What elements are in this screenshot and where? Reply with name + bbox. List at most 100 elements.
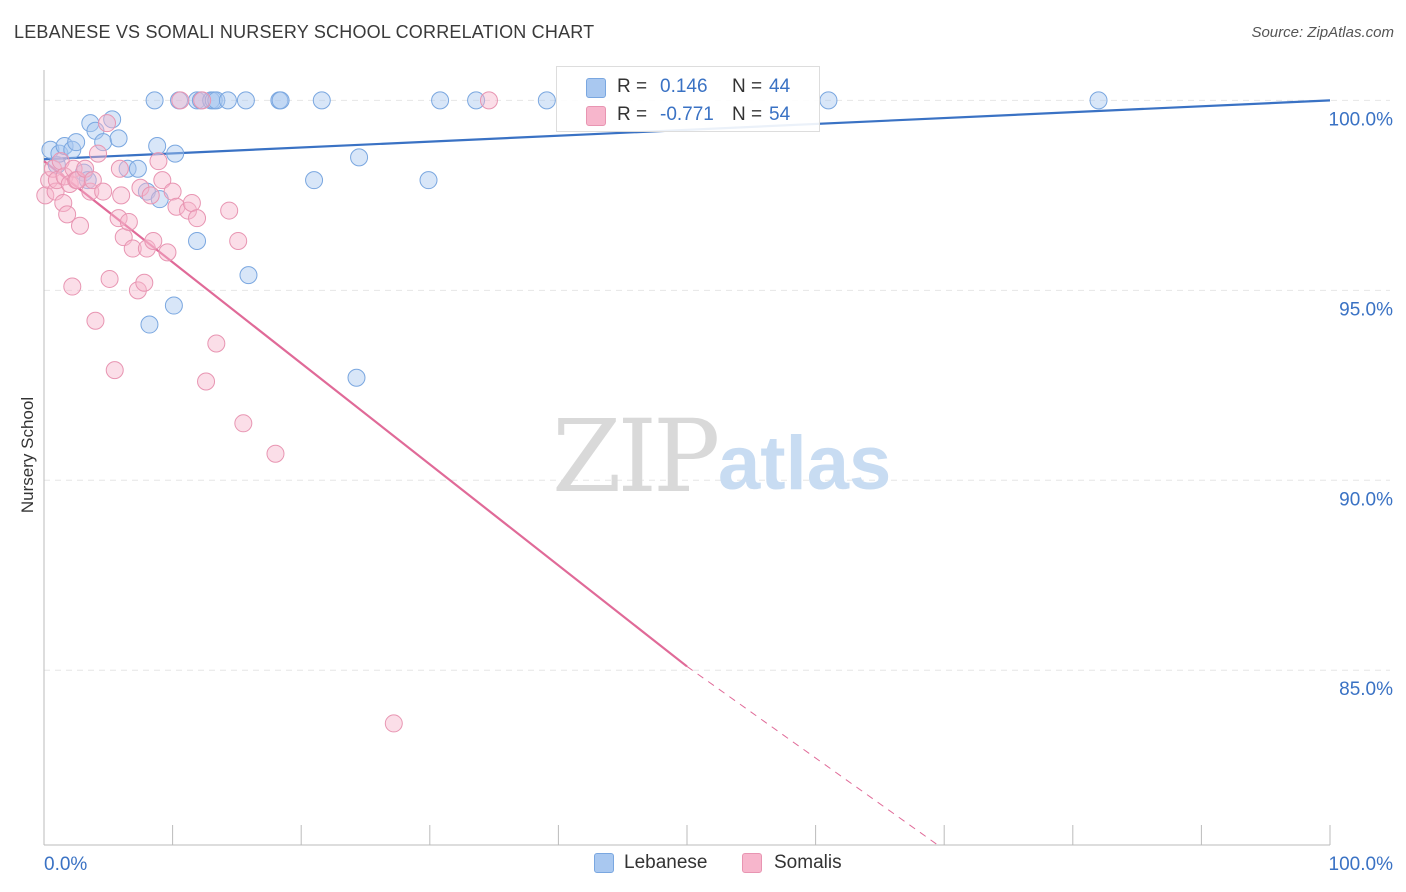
- lebanese-point: [350, 148, 369, 167]
- x-tick-label: 100.0%: [1329, 854, 1394, 875]
- somalis-point: [266, 444, 285, 463]
- somalis-point: [182, 193, 201, 212]
- somalis-point: [479, 91, 498, 110]
- somalis-point: [71, 216, 90, 235]
- stats-legend: R = 0.146 N = 44 R = -0.771 N = 54: [556, 66, 820, 132]
- somalis-point: [109, 209, 128, 228]
- legend-row-somalis: R = -0.771 N = 54: [557, 100, 819, 130]
- lebanese-point: [164, 296, 183, 315]
- lebanese-point: [239, 266, 258, 285]
- somalis-point: [110, 159, 129, 178]
- somalis-point: [188, 209, 207, 228]
- somalis-point: [158, 243, 177, 262]
- legend-row-lebanese: R = 0.146 N = 44: [557, 72, 819, 102]
- source-credit: Source: ZipAtlas.com: [1251, 24, 1394, 41]
- lebanese-point: [140, 315, 159, 334]
- lebanese-point: [188, 231, 207, 250]
- somalis-point: [83, 171, 102, 190]
- somalis-point: [128, 281, 147, 300]
- somalis-point: [112, 186, 131, 205]
- lebanese-point: [67, 133, 86, 152]
- legend-n-value: 44: [769, 76, 791, 97]
- somalis-trend-line: [686, 666, 939, 846]
- y-axis-label: Nursery School: [18, 396, 37, 514]
- somalis-point: [135, 273, 154, 292]
- lebanese-point: [166, 144, 185, 163]
- somalis-point: [220, 201, 239, 220]
- lebanese-point: [271, 91, 290, 110]
- legend-r-value: 0.146: [660, 76, 708, 97]
- somalis-point: [229, 231, 248, 250]
- somalis-point: [141, 186, 160, 205]
- somalis-point: [100, 269, 119, 288]
- lebanese-point: [347, 368, 366, 387]
- somalis-point: [94, 182, 113, 201]
- tick-labels: 100.0% 95.0% 90.0% 85.0% 0.0% 100.0%: [44, 109, 1393, 875]
- legend-label-somalis: Somalis: [774, 852, 842, 873]
- somalis-point: [144, 231, 163, 250]
- lebanese-point: [41, 140, 60, 159]
- lebanese-point: [419, 171, 438, 190]
- legend-n-label: N =: [732, 104, 763, 125]
- x-tick-label: 0.0%: [44, 854, 87, 875]
- somalis-point: [207, 334, 226, 353]
- somalis-point: [163, 182, 182, 201]
- y-tick-label: 95.0%: [1339, 299, 1393, 320]
- legend-n-value: 54: [769, 104, 791, 125]
- lebanese-point: [109, 129, 128, 148]
- somalis-point: [98, 114, 117, 133]
- lebanese-point: [145, 91, 164, 110]
- somalis-point: [123, 239, 142, 258]
- somalis-point: [234, 414, 253, 433]
- lebanese-point: [431, 91, 450, 110]
- lebanese-point: [236, 91, 255, 110]
- somalis-point: [86, 311, 105, 330]
- somalis-point: [131, 178, 150, 197]
- lebanese-point: [1089, 91, 1108, 110]
- legend-swatch-somalis: [586, 106, 606, 126]
- legend-swatch-lebanese: [594, 853, 614, 873]
- legend-n-label: N =: [732, 76, 763, 97]
- somalis-point: [384, 714, 403, 733]
- somalis-point: [54, 193, 73, 212]
- legend-r-label: R =: [617, 76, 648, 97]
- somalis-point: [63, 277, 82, 296]
- somalis-point: [197, 372, 216, 391]
- somalis-point: [89, 144, 108, 163]
- somalis-trend-line: [43, 160, 688, 668]
- gridlines: [44, 99, 1390, 671]
- y-tick-label: 85.0%: [1339, 679, 1393, 700]
- somalis-point: [105, 361, 124, 380]
- lebanese-point: [537, 91, 556, 110]
- watermark-atlas: atlas: [718, 421, 892, 506]
- chart-title: LEBANESE VS SOMALI NURSERY SCHOOL CORREL…: [14, 22, 595, 42]
- somalis-point: [153, 171, 172, 190]
- legend-swatch-lebanese: [586, 78, 606, 98]
- axes: [43, 70, 1331, 846]
- somalis-point: [137, 239, 156, 258]
- watermark-zip: ZIP: [552, 398, 720, 515]
- somalis-point: [193, 91, 212, 110]
- lebanese-point: [305, 171, 324, 190]
- legend-r-label: R =: [617, 104, 648, 125]
- legend-r-value: -0.771: [660, 104, 714, 125]
- lebanese-point: [94, 133, 113, 152]
- legend-swatch-somalis: [742, 853, 762, 873]
- somalis-point: [119, 212, 138, 231]
- lebanese-point: [118, 159, 137, 178]
- lebanese-point: [128, 159, 147, 178]
- somalis-point: [167, 197, 186, 216]
- legend-label-lebanese: Lebanese: [624, 852, 708, 873]
- lebanese-point: [218, 91, 237, 110]
- somalis-point: [171, 91, 190, 110]
- lebanese-point: [312, 91, 331, 110]
- somalis-point: [36, 186, 55, 205]
- somalis-point: [40, 171, 59, 190]
- lebanese-point: [148, 136, 167, 155]
- somalis-point: [149, 152, 168, 171]
- y-tick-label: 100.0%: [1329, 109, 1394, 130]
- data-points: [36, 91, 1108, 733]
- somalis-point: [58, 205, 77, 224]
- y-tick-label: 90.0%: [1339, 489, 1393, 510]
